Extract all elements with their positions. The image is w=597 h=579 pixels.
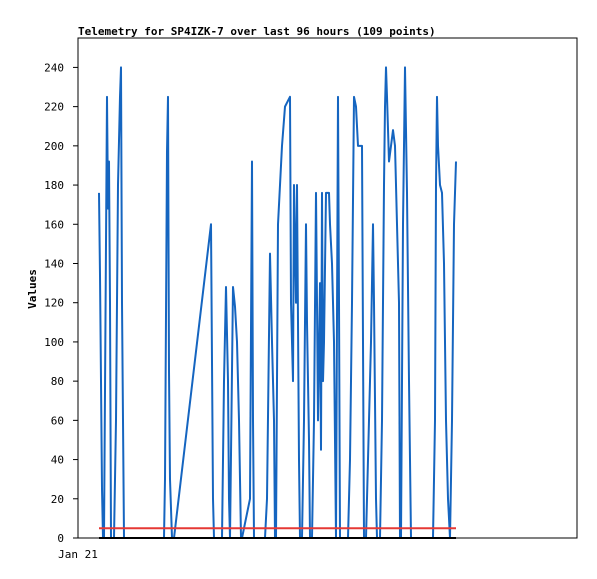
x-tick-label: Jan 21 [58, 548, 98, 561]
y-tick-label: 120 [44, 297, 64, 310]
x-axis: Jan 21 [58, 548, 98, 561]
y-tick-label: 100 [44, 336, 64, 349]
y-tick-label: 60 [51, 414, 64, 427]
y-tick-label: 20 [51, 493, 64, 506]
y-tick-label: 0 [57, 532, 64, 545]
y-axis: 0 20 40 60 80 100 120 140 160 180 200 220 240 [44, 61, 78, 545]
y-tick-label: 200 [44, 140, 64, 153]
chart-title: Telemetry for SP4IZK-7 over last 96 hour… [78, 25, 436, 38]
series-line-blue [98, 66, 457, 539]
y-tick-label: 140 [44, 257, 64, 270]
y-tick-label: 220 [44, 101, 64, 114]
plot-area [98, 66, 457, 539]
y-tick-label: 180 [44, 179, 64, 192]
y-tick-label: 80 [51, 375, 64, 388]
y-tick-label: 160 [44, 218, 64, 231]
y-tick-label: 240 [44, 61, 64, 74]
y-tick-label: 40 [51, 454, 64, 467]
y-axis-label: Values [26, 269, 39, 309]
